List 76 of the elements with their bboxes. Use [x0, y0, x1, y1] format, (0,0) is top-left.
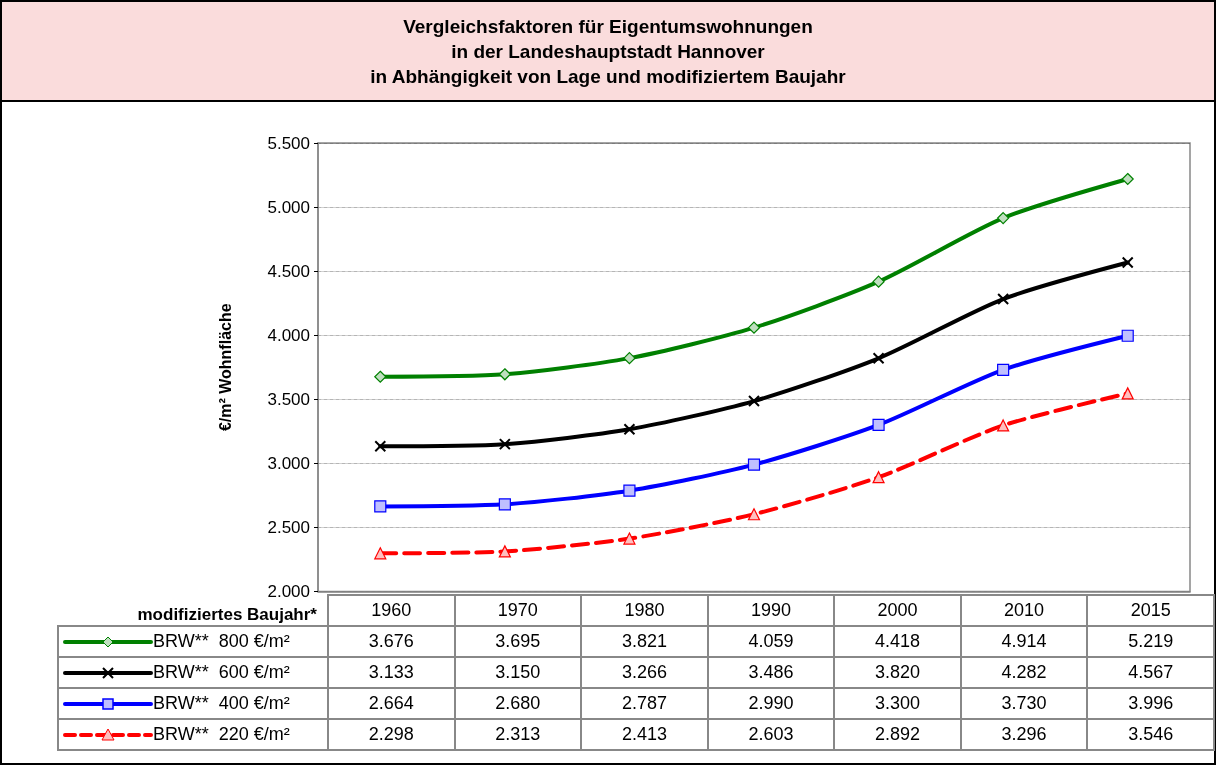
point: [747, 458, 761, 471]
data-label: 3.730: [960, 688, 1088, 719]
point: [1121, 256, 1134, 269]
data-label: 3.266: [581, 657, 708, 688]
point: [872, 352, 885, 365]
y-tick-label: 3.500: [267, 389, 310, 409]
point: [997, 419, 1010, 432]
data-label: 2.787: [581, 688, 708, 719]
data-label: 2.680: [454, 688, 582, 719]
data-label: 4.418: [834, 626, 961, 657]
data-label: 3.546: [1087, 719, 1214, 750]
point: [623, 532, 636, 545]
legend-label: BRW** 220 €/m²: [58, 719, 328, 750]
x-axis-title: modifiziertes Baujahr*: [137, 605, 317, 624]
data-label: 2.664: [328, 688, 455, 719]
data-label: 3.996: [1087, 688, 1214, 719]
data-label: 4.914: [960, 626, 1088, 657]
y-tick-label: 4.500: [267, 261, 310, 281]
point: [498, 438, 511, 451]
point: [623, 352, 636, 365]
chart-title: Vergleichsfaktoren für Eigentumswohnungen in der Landeshauptstadt Hannover in Abhängigkeit von Lage und modifiziertem Baujahr: [370, 14, 846, 89]
legend-label: BRW** 600 €/m²: [58, 657, 328, 688]
point: [1121, 329, 1134, 342]
data-label: 2.892: [834, 719, 961, 750]
data-label: 5.219: [1087, 626, 1214, 657]
data-label: 2.990: [707, 688, 835, 719]
point: [374, 440, 387, 453]
y-tick-label: 5.000: [267, 197, 310, 217]
point: [498, 498, 511, 511]
x-tick-label: 1970: [454, 595, 582, 626]
point: [748, 395, 760, 408]
x-tick-label: 2015: [1087, 595, 1214, 626]
point: [1121, 172, 1134, 186]
x-tick-label: 1990: [707, 595, 835, 626]
point: [623, 423, 636, 436]
legend-label: BRW** 800 €/m²: [58, 626, 328, 657]
point: [374, 547, 387, 560]
point: [498, 545, 511, 558]
data-label: 3.820: [834, 657, 961, 688]
data-label: 4.567: [1087, 657, 1214, 688]
x-tick-label: 1980: [581, 595, 708, 626]
data-label: 3.296: [960, 719, 1088, 750]
data-label: 2.298: [328, 719, 455, 750]
data-label: 4.059: [707, 626, 835, 657]
point: [997, 211, 1010, 225]
y-tick-label: 4.000: [267, 325, 310, 345]
data-label: 2.313: [454, 719, 582, 750]
point: [997, 293, 1010, 306]
data-label: 3.695: [454, 626, 582, 657]
y-tick-label: 2.000: [267, 582, 310, 601]
data-label: 3.133: [328, 657, 455, 688]
data-label: 2.603: [707, 719, 835, 750]
data-label: 2.413: [581, 719, 708, 750]
data-label: 4.282: [960, 657, 1088, 688]
x-tick-label: 2000: [834, 595, 961, 626]
point: [747, 508, 761, 521]
y-tick-label: 2.500: [267, 517, 310, 537]
legend-label: BRW** 400 €/m²: [58, 688, 328, 719]
point: [747, 321, 761, 334]
point: [374, 500, 387, 513]
x-tick-label: 2010: [960, 595, 1088, 626]
x-tick-label: 1960: [328, 595, 455, 626]
point: [997, 363, 1010, 376]
data-label: 3.486: [707, 657, 835, 688]
data-label: 3.150: [454, 657, 582, 688]
point: [1121, 387, 1134, 400]
data-label: 3.676: [328, 626, 455, 657]
data-label: 3.821: [581, 626, 708, 657]
point: [623, 484, 636, 497]
data-label: 3.300: [834, 688, 961, 719]
point: [872, 275, 885, 288]
y-tick-label: 3.000: [267, 453, 310, 473]
point: [872, 418, 885, 432]
y-axis-title: €/m² Wohnfläche: [216, 303, 234, 432]
y-tick-label: 5.500: [267, 133, 310, 153]
point: [872, 471, 885, 484]
